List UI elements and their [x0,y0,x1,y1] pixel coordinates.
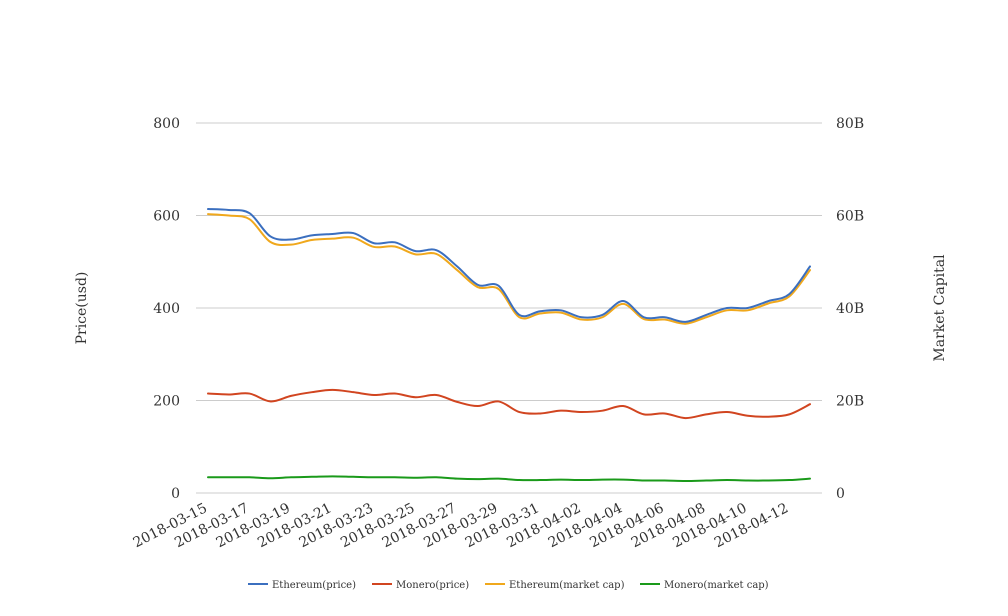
y-axis-title: Price(usd) [74,272,90,345]
y-tick-label: 800 [153,116,180,132]
legend: Ethereum(price) Monero(price) Ethereum(mar… [248,580,769,591]
gridlines [196,122,822,494]
legend-label-ethereum-market-cap: Ethereum(market cap) [509,580,625,591]
y-tick-label: 200 [153,394,180,410]
y2-axis-title: Market Capital [932,254,948,362]
y-tick-label: 400 [153,301,180,317]
left-axis-ticks: 0 200 400 600 800 [153,116,180,502]
series-line-monero-market-cap [207,475,811,482]
series-line-ethereum-price [207,208,811,323]
y2-tick-label: 20B [836,394,864,410]
y-tick-label: 0 [171,486,180,502]
legend-label-monero-market-cap: Monero(market cap) [664,580,769,591]
y-tick-label: 600 [153,209,180,225]
y2-tick-label: 60B [836,209,864,225]
right-axis-ticks: 0 20B 40B 60B 80B [836,116,864,502]
x-axis-ticks: 2018-03-152018-03-172018-03-192018-03-21… [131,500,791,551]
legend-label-ethereum-price: Ethereum(price) [272,580,356,591]
legend-label-monero-price: Monero(price) [396,580,469,591]
series-line-monero-price [207,388,811,420]
series-lines [207,208,811,482]
y2-tick-label: 40B [836,301,864,317]
y2-tick-label: 0 [836,486,845,502]
series-line-ethereum-market-cap [207,213,811,325]
y2-tick-label: 80B [836,116,864,132]
